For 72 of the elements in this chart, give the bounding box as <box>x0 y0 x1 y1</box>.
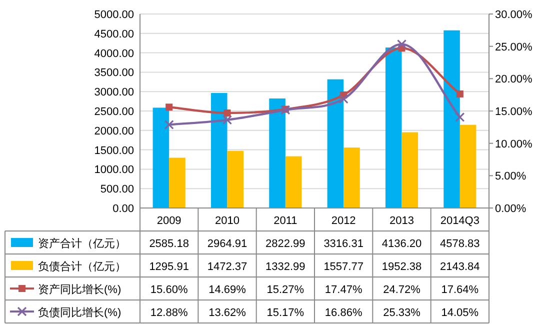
data-label: 14.05% <box>441 307 479 319</box>
data-label: 1295.91 <box>149 261 189 273</box>
y2-tick-label: 0.00% <box>495 203 526 215</box>
y2-tick-label: 20.00% <box>495 74 533 86</box>
data-label: 3316.31 <box>324 238 364 250</box>
bar <box>285 156 302 208</box>
x-tick-label: 2011 <box>274 215 298 227</box>
legend-label: 负债合计（亿元） <box>38 260 126 273</box>
data-label: 4136.20 <box>382 238 422 250</box>
data-label: 15.27% <box>266 284 304 296</box>
data-label: 17.64% <box>441 284 479 296</box>
x-tick-label: 2014Q3 <box>440 215 480 227</box>
data-label: 12.88% <box>150 307 188 319</box>
point <box>164 120 174 130</box>
bar <box>444 30 460 208</box>
data-label: 17.47% <box>324 284 362 296</box>
x-tick-label: 2010 <box>215 215 240 227</box>
y-tick-label: 2500.00 <box>94 106 134 118</box>
point <box>222 115 232 125</box>
y-tick-label: 4000.00 <box>94 48 134 60</box>
y-tick-label: 4500.00 <box>94 28 134 40</box>
legend-label: 资产同比增长(%) <box>38 283 122 296</box>
bar <box>227 150 244 208</box>
x-tick-label: 2009 <box>156 215 182 227</box>
y2-tick-label: 10.00% <box>495 138 533 150</box>
data-label: 2585.18 <box>149 238 189 250</box>
bar <box>152 108 170 208</box>
bar <box>327 79 344 208</box>
data-label: 1332.99 <box>266 261 306 273</box>
point <box>456 90 464 98</box>
bar <box>210 92 228 208</box>
data-label: 2964.91 <box>207 238 248 250</box>
data-label: 1952.38 <box>382 261 422 273</box>
legend-label: 负债同比增长(%) <box>38 306 122 319</box>
bar <box>385 48 402 208</box>
data-label: 25.33% <box>383 307 421 319</box>
data-label: 2822.99 <box>266 238 306 250</box>
point <box>166 104 173 111</box>
bar <box>460 124 476 208</box>
y-tick-label: 2000.00 <box>94 125 134 138</box>
point <box>455 112 465 122</box>
y-tick-label: 5000.00 <box>94 9 134 21</box>
data-label: 13.62% <box>208 307 246 319</box>
x-tick-label: 2013 <box>390 215 414 227</box>
y2-tick-label: 30.00% <box>495 9 533 21</box>
legend-label: 资产合计（亿元） <box>38 237 126 250</box>
y2-tick-label: 5.00% <box>495 170 526 183</box>
data-label: 14.69% <box>208 284 246 296</box>
data-label: 1472.37 <box>207 261 248 273</box>
data-label: 4578.83 <box>440 238 480 250</box>
bar <box>269 98 286 208</box>
point <box>396 39 407 49</box>
data-label: 15.17% <box>266 307 304 319</box>
y-tick-label: 3000.00 <box>94 86 134 99</box>
point <box>224 110 231 117</box>
y2-tick-label: 25.00% <box>495 41 533 54</box>
bar <box>402 132 418 208</box>
y2-tick-label: 15.00% <box>495 106 533 118</box>
data-label: 2143.84 <box>440 261 480 273</box>
data-label: 24.72% <box>383 284 421 296</box>
data-label: 16.86% <box>324 307 362 319</box>
y-tick-label: 500.00 <box>100 184 134 196</box>
y-tick-label: 1000.00 <box>94 164 134 176</box>
data-label: 1557.77 <box>324 261 364 273</box>
data-label: 15.60% <box>150 284 188 296</box>
y-tick-label: 1500.00 <box>94 144 134 157</box>
bar <box>169 158 186 208</box>
bar <box>344 148 360 208</box>
point <box>338 94 348 104</box>
x-tick-label: 2012 <box>331 215 356 227</box>
y-tick-label: 3500.00 <box>94 67 134 80</box>
y-tick-label: 0.00 <box>112 203 134 215</box>
